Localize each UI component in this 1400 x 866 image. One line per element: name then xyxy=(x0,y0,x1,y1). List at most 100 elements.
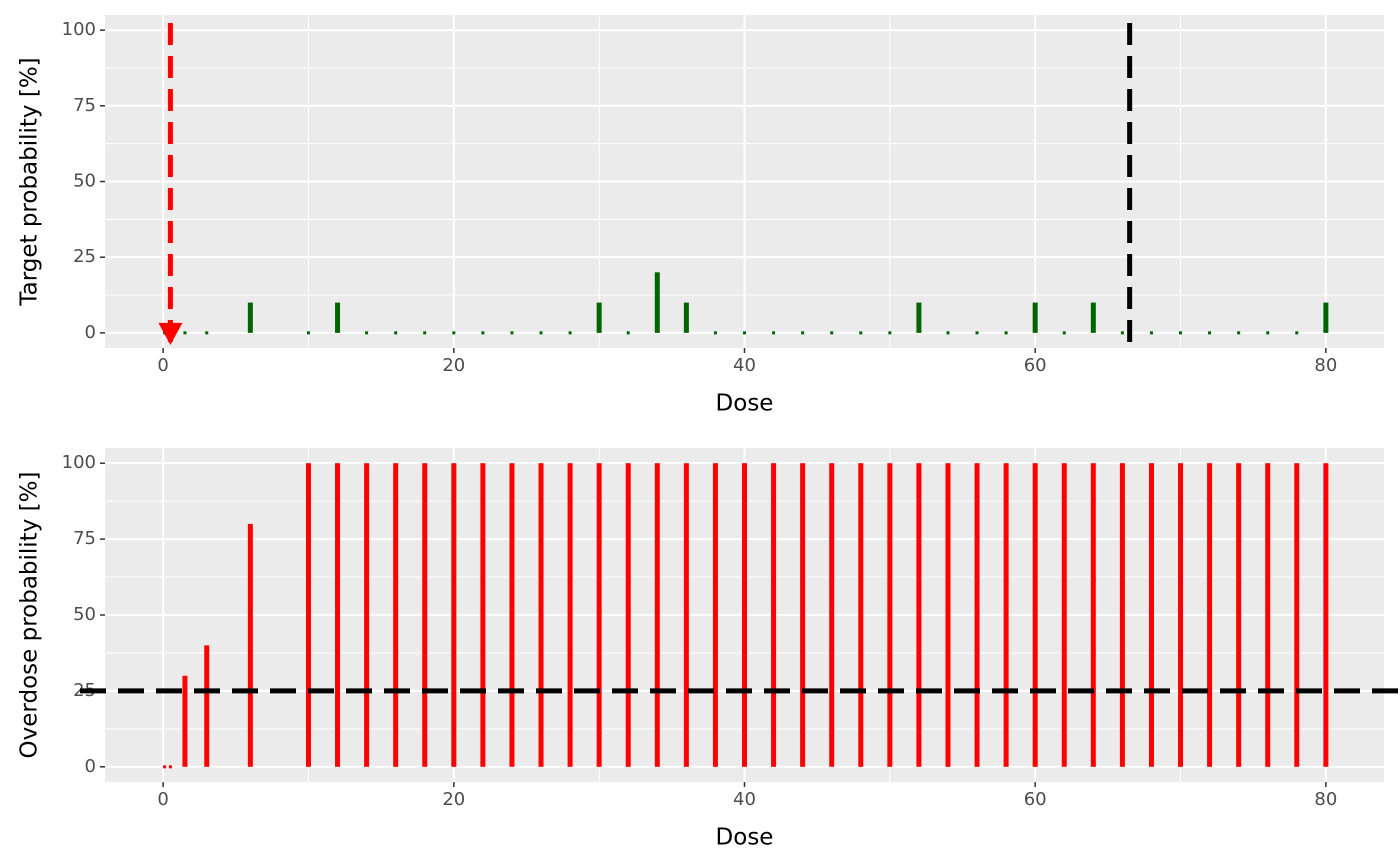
bar xyxy=(1323,302,1329,333)
bar xyxy=(335,302,341,333)
bar xyxy=(422,463,428,767)
y-tick-label: 100 xyxy=(62,19,96,40)
bar xyxy=(1004,331,1008,335)
y-tick-label: 25 xyxy=(73,246,96,267)
bar xyxy=(975,331,979,335)
bar xyxy=(1323,463,1329,767)
y-tick-label: 50 xyxy=(73,604,96,625)
bar xyxy=(800,463,806,767)
bar xyxy=(1149,331,1153,335)
bar xyxy=(974,463,980,767)
bar xyxy=(1178,463,1184,767)
x-tick-label: 60 xyxy=(1024,789,1047,810)
x-tick-label: 80 xyxy=(1314,355,1337,376)
bar xyxy=(247,523,253,767)
bar xyxy=(772,331,776,335)
bar xyxy=(182,675,188,767)
bar xyxy=(1295,331,1299,335)
x-tick-label: 20 xyxy=(442,355,465,376)
bar xyxy=(654,463,660,767)
bar xyxy=(510,331,514,335)
bar xyxy=(1032,302,1038,333)
bar xyxy=(364,463,370,767)
bar xyxy=(481,331,485,335)
x-tick-label: 40 xyxy=(733,789,756,810)
bar xyxy=(945,463,951,767)
bar xyxy=(712,463,718,767)
bar xyxy=(509,463,515,767)
y-axis-title: Overdose probability [%] xyxy=(17,472,43,759)
bar xyxy=(916,463,922,767)
x-tick-label: 40 xyxy=(733,355,756,376)
bar xyxy=(1090,463,1096,767)
bar xyxy=(393,463,399,767)
x-axis-title: Dose xyxy=(716,825,774,851)
bar xyxy=(480,463,486,767)
y-tick-label: 75 xyxy=(73,528,96,549)
y-axis-title: Target probability [%] xyxy=(17,57,43,306)
x-tick-label: 0 xyxy=(157,789,168,810)
bar xyxy=(916,302,922,333)
x-tick-label: 20 xyxy=(442,789,465,810)
bar xyxy=(1003,463,1009,767)
bar xyxy=(1237,331,1241,335)
bar xyxy=(858,463,864,767)
bar xyxy=(365,331,369,335)
bar xyxy=(1207,463,1213,767)
x-tick-label: 0 xyxy=(157,355,168,376)
bar xyxy=(887,463,893,767)
bar xyxy=(743,331,746,335)
bar xyxy=(829,463,835,767)
bar xyxy=(205,331,209,335)
bar xyxy=(1061,463,1067,767)
bar xyxy=(335,463,341,767)
x-axis-title: Dose xyxy=(716,391,774,417)
bar xyxy=(713,331,717,335)
bar xyxy=(183,331,187,335)
bar xyxy=(596,463,602,767)
bar xyxy=(946,331,950,335)
bar xyxy=(568,331,572,335)
bar xyxy=(394,331,398,335)
bar xyxy=(1179,331,1183,335)
bar xyxy=(1265,463,1271,767)
bar xyxy=(1148,463,1154,767)
bar xyxy=(888,331,892,335)
bar xyxy=(1208,331,1212,335)
bar xyxy=(830,331,834,335)
bar xyxy=(1236,463,1242,767)
bar xyxy=(625,463,631,767)
bar xyxy=(683,463,689,767)
x-tick-label: 80 xyxy=(1314,789,1337,810)
bar xyxy=(168,765,172,769)
bar xyxy=(247,302,253,333)
bar xyxy=(596,302,602,333)
bar xyxy=(538,463,544,767)
bar xyxy=(1062,331,1066,335)
y-tick-label: 0 xyxy=(85,756,96,777)
y-tick-label: 75 xyxy=(73,95,96,116)
bar xyxy=(771,463,777,767)
bar xyxy=(163,765,167,769)
bar xyxy=(1266,331,1270,335)
bar xyxy=(683,302,689,333)
bar xyxy=(1119,463,1125,767)
bar xyxy=(859,331,863,335)
x-tick-label: 60 xyxy=(1024,355,1047,376)
bar xyxy=(306,331,310,335)
y-tick-label: 0 xyxy=(85,322,96,343)
next-dose-marker xyxy=(158,322,183,345)
bar xyxy=(1032,463,1038,767)
bar xyxy=(567,463,573,767)
bar xyxy=(1294,463,1300,767)
bar xyxy=(204,645,210,767)
bar xyxy=(801,331,805,335)
bar xyxy=(1120,331,1124,335)
bar xyxy=(1090,302,1096,333)
y-tick-label: 100 xyxy=(62,452,96,473)
bar xyxy=(305,463,311,767)
y-tick-label: 50 xyxy=(73,171,96,192)
bar xyxy=(742,463,747,767)
bar xyxy=(451,463,457,767)
